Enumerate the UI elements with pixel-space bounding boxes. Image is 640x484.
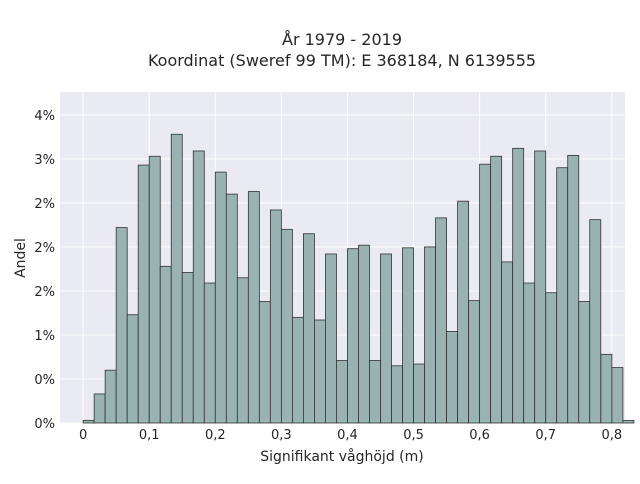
histogram-bar xyxy=(413,363,425,424)
histogram-bar xyxy=(203,282,216,424)
histogram-bar xyxy=(534,150,547,424)
histogram-bar xyxy=(148,155,161,424)
histogram-bar xyxy=(402,247,414,424)
histogram-bar xyxy=(479,163,492,424)
chart-title-line-1: År 1979 - 2019 xyxy=(282,30,402,49)
histogram-bar xyxy=(347,248,359,424)
histogram-bar xyxy=(280,228,293,424)
y-tick-label: 4% xyxy=(34,109,55,124)
histogram-bar xyxy=(93,393,106,424)
y-tick-label: 1% xyxy=(34,329,55,344)
histogram-bar xyxy=(512,147,525,424)
histogram-bar xyxy=(380,253,392,424)
bars xyxy=(82,133,635,424)
histogram-bar xyxy=(336,360,348,424)
histogram-bar xyxy=(556,167,569,424)
histogram-bar xyxy=(137,164,150,424)
x-axis-label: Signifikant våghöjd (m) xyxy=(260,448,423,465)
histogram-bar xyxy=(302,233,315,424)
histogram-bar xyxy=(545,292,558,424)
y-tick-label: 0% xyxy=(34,417,55,432)
y-tick-label: 3% xyxy=(34,153,55,168)
histogram-bar xyxy=(446,331,458,424)
histogram-bar xyxy=(170,133,183,424)
histogram-bar xyxy=(567,154,580,424)
histogram-bar xyxy=(501,261,514,424)
y-tick-label: 0% xyxy=(34,373,55,388)
histogram-bar xyxy=(181,272,194,424)
histogram-bar xyxy=(258,301,271,424)
histogram-bar xyxy=(424,246,436,424)
histogram-bar xyxy=(247,191,260,424)
x-tick-label: 0 xyxy=(79,428,87,443)
histogram-bar xyxy=(104,369,117,424)
x-tick-labels: 0 0,1 0,2 0,3 0,4 0,5 0,6 0,7 0,8 xyxy=(79,428,622,443)
histogram-bar xyxy=(269,209,282,424)
histogram-bar xyxy=(457,200,470,424)
histogram-bar xyxy=(369,360,381,424)
histogram-bar xyxy=(82,419,95,424)
y-tick-labels: 0% 0% 1% 2% 2% 2% 3% 4% xyxy=(34,109,55,432)
histogram-bar xyxy=(236,277,249,424)
histogram-bar xyxy=(600,353,613,424)
histogram-bar xyxy=(159,265,172,424)
x-tick-label: 0,5 xyxy=(403,428,424,443)
histogram-bar xyxy=(490,155,503,424)
histogram-bar xyxy=(192,150,205,424)
chart-title-line-2: Koordinat (Sweref 99 TM): E 368184, N 61… xyxy=(148,51,536,70)
histogram-bar xyxy=(523,282,536,424)
x-tick-label: 0,2 xyxy=(205,428,226,443)
histogram-bar xyxy=(622,419,635,424)
y-axis-label: Andel xyxy=(13,238,29,278)
x-tick-label: 0,1 xyxy=(139,428,160,443)
x-tick-label: 0,8 xyxy=(601,428,622,443)
histogram-bar xyxy=(225,193,238,424)
histogram-bar xyxy=(391,365,403,424)
x-tick-label: 0,6 xyxy=(469,428,490,443)
histogram-bar xyxy=(435,217,447,424)
histogram-bar xyxy=(115,227,128,424)
histogram-bar xyxy=(325,253,337,424)
histogram-bar xyxy=(589,219,602,424)
histogram-bar xyxy=(214,171,227,424)
histogram-bar xyxy=(578,301,591,424)
x-tick-label: 0,7 xyxy=(535,428,556,443)
histogram-bar xyxy=(126,314,139,424)
y-tick-label: 2% xyxy=(34,197,55,212)
y-tick-label: 2% xyxy=(34,285,55,300)
histogram-bar xyxy=(314,319,326,424)
x-tick-label: 0,3 xyxy=(271,428,292,443)
y-tick-label: 2% xyxy=(34,241,55,256)
x-tick-label: 0,4 xyxy=(337,428,358,443)
histogram-bar xyxy=(358,244,370,424)
histogram-bar xyxy=(468,300,481,424)
histogram-bar xyxy=(611,367,624,424)
histogram-bar xyxy=(291,316,304,424)
